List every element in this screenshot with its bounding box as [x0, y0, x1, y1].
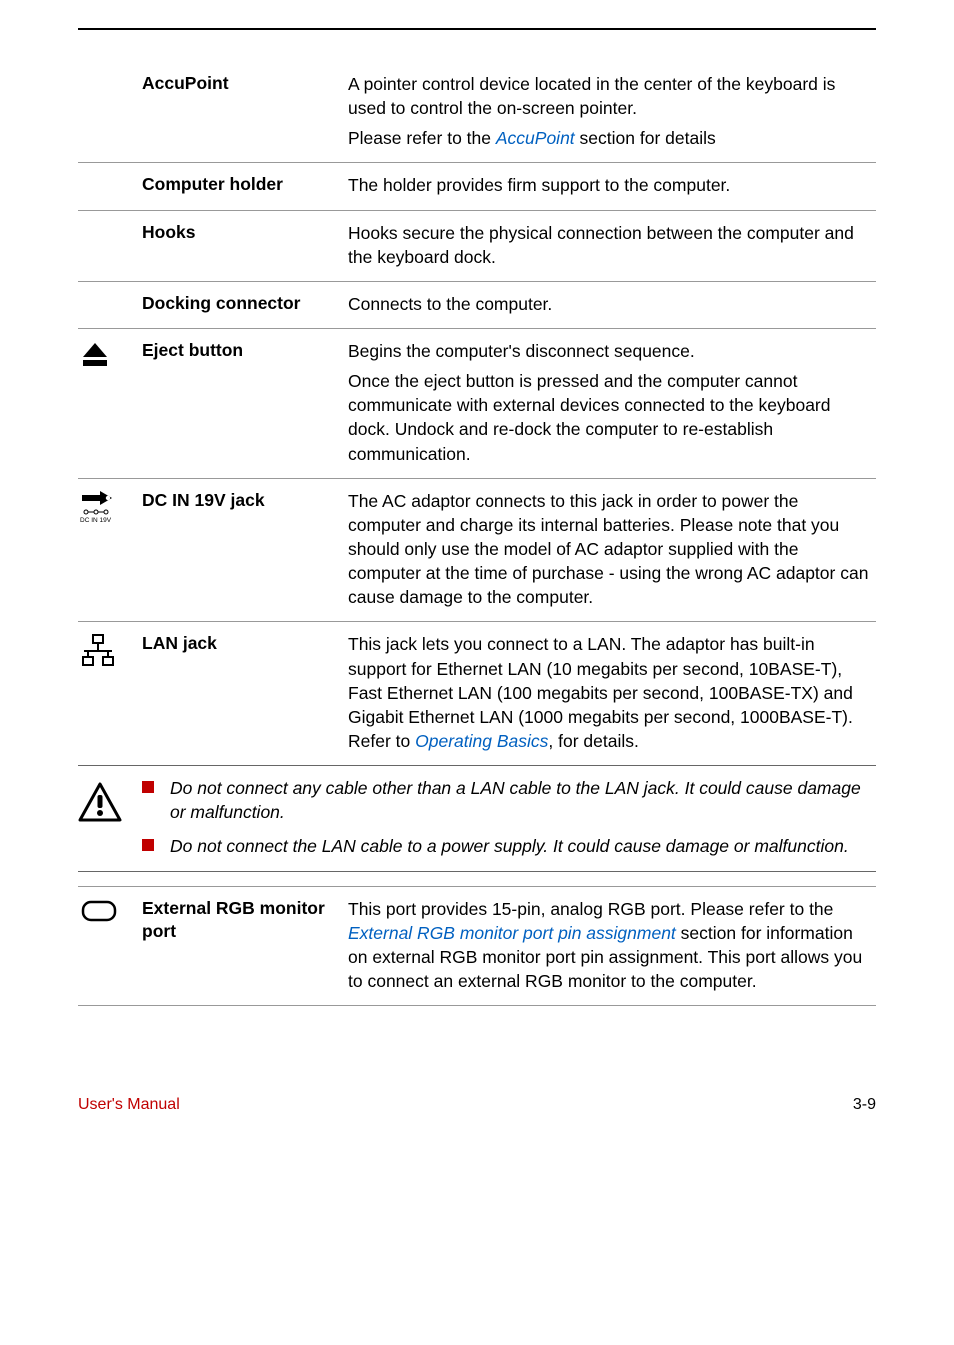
caution-body: Do not connect any cable other than a LA… — [142, 776, 876, 858]
footer: User's Manual 3-9 — [78, 1096, 876, 1144]
header-rule — [78, 28, 876, 30]
label-holder: Computer holder — [142, 173, 348, 197]
eject-p2: Once the eject button is pressed and the… — [348, 369, 876, 466]
icon-cell-dc: DC IN 19V — [78, 489, 142, 610]
lan-icon — [80, 634, 116, 668]
page: AccuPoint A pointer control device locat… — [0, 28, 954, 1144]
caution-bullet-1: Do not connect any cable other than a LA… — [142, 776, 876, 824]
label-dc: DC IN 19V jack — [142, 489, 348, 610]
icon-cell-empty — [78, 221, 142, 269]
eject-icon — [80, 341, 110, 369]
desc-eject: Begins the computer's disconnect sequenc… — [348, 339, 876, 466]
icon-cell-empty — [78, 173, 142, 197]
warning-icon — [78, 782, 122, 822]
label-accupoint: AccuPoint — [142, 72, 348, 150]
caution-text-1: Do not connect any cable other than a LA… — [170, 776, 876, 824]
dc-plug-icon: DC IN 19V — [80, 491, 126, 523]
lan-p1: This jack lets you connect to a LAN. The… — [348, 632, 876, 753]
caution-bullet-2: Do not connect the LAN cable to a power … — [142, 834, 876, 858]
link-rgb-pin[interactable]: External RGB monitor port pin assignment — [348, 923, 676, 943]
desc-hooks: Hooks secure the physical connection bet… — [348, 221, 876, 269]
desc-holder: The holder provides firm support to the … — [348, 173, 876, 197]
monitor-port-icon — [80, 899, 118, 923]
row-dc: DC IN 19V DC IN 19V jack The AC adaptor … — [78, 479, 876, 623]
label-rgb: External RGB monitor port — [142, 897, 348, 994]
label-docking: Docking connector — [142, 292, 348, 316]
svg-text:DC IN 19V: DC IN 19V — [80, 517, 112, 523]
caution-note: Do not connect any cable other than a LA… — [78, 765, 876, 871]
row-docking: Docking connector Connects to the comput… — [78, 282, 876, 329]
row-hooks: Hooks Hooks secure the physical connecti… — [78, 211, 876, 282]
row-lan: LAN jack This jack lets you connect to a… — [78, 622, 876, 766]
row-holder: Computer holder The holder provides firm… — [78, 163, 876, 210]
label-hooks: Hooks — [142, 221, 348, 269]
link-operating-basics[interactable]: Operating Basics — [415, 731, 548, 751]
bullet-square-icon — [142, 839, 154, 851]
accupoint-p2: Please refer to the AccuPoint section fo… — [348, 126, 876, 150]
eject-p1: Begins the computer's disconnect sequenc… — [348, 339, 876, 363]
accupoint-p1: A pointer control device located in the … — [348, 72, 876, 120]
rgb-p1: This port provides 15-pin, analog RGB po… — [348, 897, 876, 994]
desc-accupoint: A pointer control device located in the … — [348, 72, 876, 150]
desc-docking: Connects to the computer. — [348, 292, 876, 316]
icon-cell-lan — [78, 632, 142, 753]
icon-cell-empty — [78, 72, 142, 150]
link-accupoint[interactable]: AccuPoint — [496, 128, 575, 148]
spacer — [78, 872, 876, 886]
icon-cell-warning — [78, 776, 142, 858]
desc-rgb: This port provides 15-pin, analog RGB po… — [348, 897, 876, 994]
row-eject: Eject button Begins the computer's disco… — [78, 329, 876, 479]
row-rgb: External RGB monitor port This port prov… — [78, 886, 876, 1007]
desc-lan: This jack lets you connect to a LAN. The… — [348, 632, 876, 753]
icon-cell-rgb — [78, 897, 142, 994]
footer-left: User's Manual — [78, 1096, 180, 1114]
row-accupoint: AccuPoint A pointer control device locat… — [78, 62, 876, 163]
caution-text-2: Do not connect the LAN cable to a power … — [170, 834, 849, 858]
label-eject: Eject button — [142, 339, 348, 466]
icon-cell-eject — [78, 339, 142, 466]
label-lan: LAN jack — [142, 632, 348, 753]
desc-dc: The AC adaptor connects to this jack in … — [348, 489, 876, 610]
footer-right: 3-9 — [853, 1096, 876, 1114]
bullet-square-icon — [142, 781, 154, 793]
icon-cell-empty — [78, 292, 142, 316]
